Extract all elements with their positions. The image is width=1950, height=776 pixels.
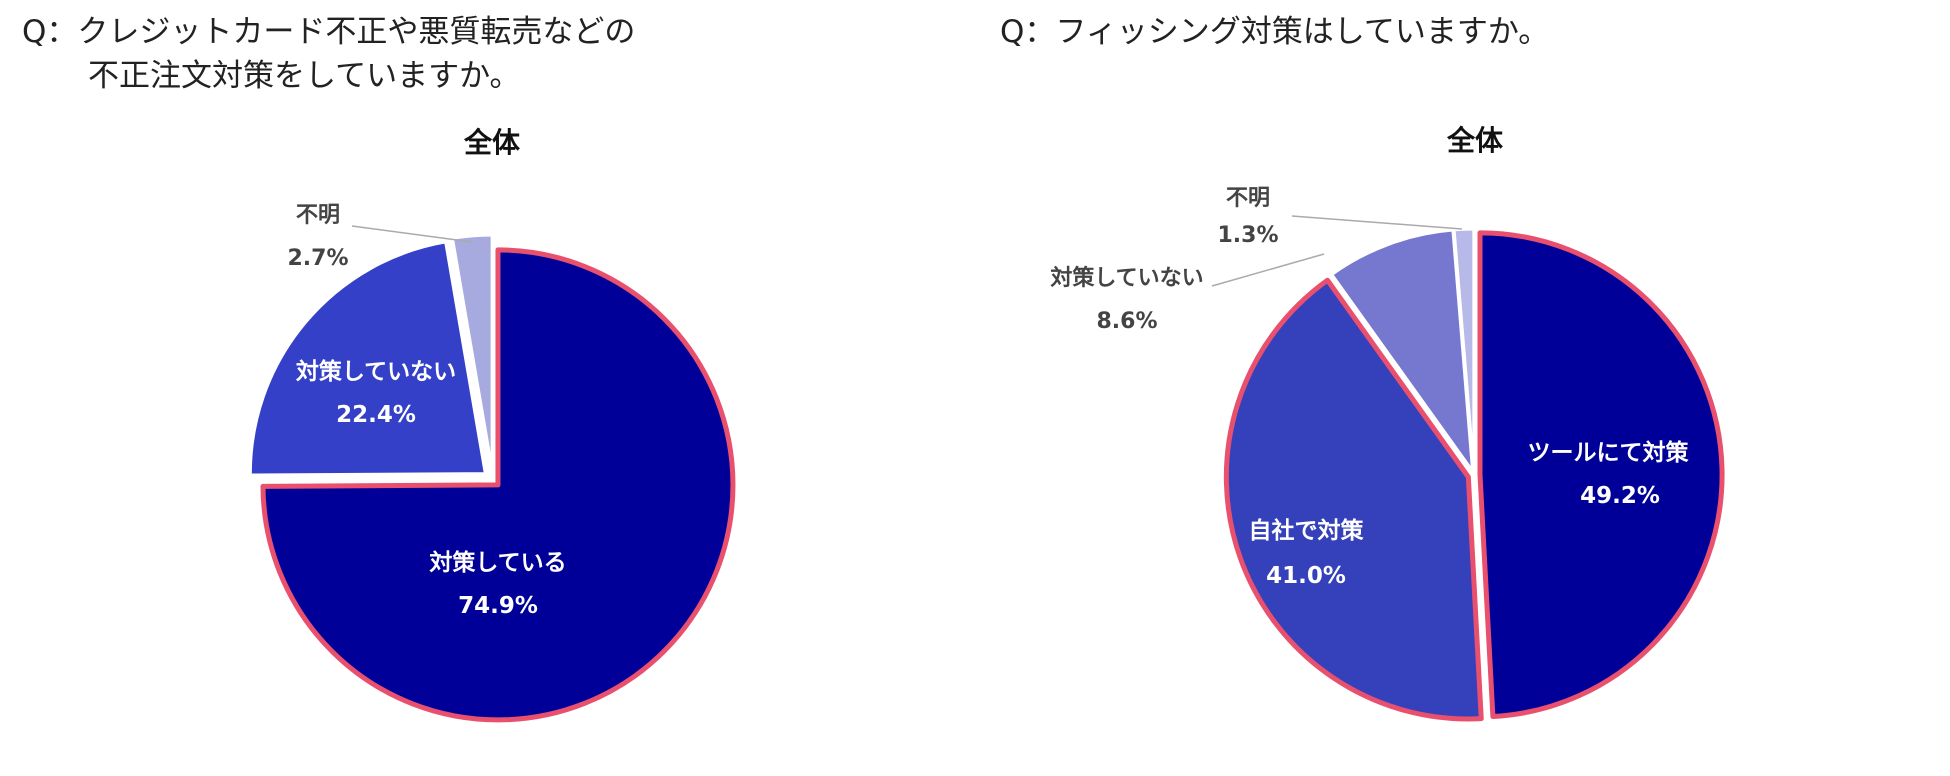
slice-label-c1-unknown: 不明 bbox=[296, 203, 340, 228]
leader-line-c1-unknown bbox=[351, 225, 473, 243]
slice-value-c1-no: 22.4% bbox=[336, 402, 416, 428]
pie-slice-c1-no bbox=[248, 240, 487, 477]
slice-value-c2-inhouse: 41.0% bbox=[1266, 563, 1346, 589]
slice-value-c1-unknown: 2.7% bbox=[287, 246, 348, 271]
slice-value-c2-unknown: 1.3% bbox=[1217, 223, 1278, 248]
pie-slice-c2-unknown bbox=[1452, 227, 1476, 473]
pie-slice-c2-tool bbox=[1477, 230, 1725, 719]
chart-2-phishing: 全体 ツールにて対策 49.2% 自社で対策 41.0% 対策していない 8.6… bbox=[1050, 124, 1725, 722]
slice-label-c1-no: 対策していない bbox=[296, 358, 456, 385]
slice-label-c2-inhouse: 自社で対策 bbox=[1249, 517, 1365, 544]
pie-slice-c1-unknown bbox=[450, 233, 494, 472]
slice-label-c1-yes: 対策している bbox=[429, 549, 566, 576]
leader-line-c2-none bbox=[1211, 253, 1325, 287]
chart-1-title: 全体 bbox=[463, 126, 521, 159]
slice-value-c2-tool: 49.2% bbox=[1580, 483, 1660, 509]
slice-value-c1-yes: 74.9% bbox=[458, 593, 538, 619]
chart-2-slices bbox=[1223, 227, 1725, 722]
chart-2-labels: ツールにて対策 49.2% 自社で対策 41.0% 対策していない 8.6% 不… bbox=[1050, 186, 1689, 589]
question-2-line-1: Q：フィッシング対策はしていますか。 bbox=[1000, 14, 1550, 50]
slice-label-c2-unknown: 不明 bbox=[1226, 186, 1270, 211]
slice-label-c2-tool: ツールにて対策 bbox=[1528, 439, 1690, 466]
slice-value-c2-none: 8.6% bbox=[1096, 309, 1157, 334]
pie-slice-c1-yes bbox=[260, 247, 736, 723]
question-1-line-1: Q：クレジットカード不正や悪質転売などの bbox=[22, 14, 636, 50]
pie-slice-c2-none bbox=[1330, 228, 1475, 473]
slice-label-c2-none: 対策していない bbox=[1050, 265, 1203, 291]
chart-1-fraud-order: 全体 対策している 74.9% 対策していない 22.4% 不明 2.7% bbox=[248, 126, 736, 723]
chart-1-slices bbox=[248, 233, 736, 723]
chart-1-labels: 対策している 74.9% 対策していない 22.4% 不明 2.7% bbox=[287, 203, 566, 619]
pie-slice-c2-inhouse bbox=[1223, 277, 1484, 722]
leader-line-c2-unknown bbox=[1291, 215, 1463, 230]
question-1-line-2: 不正注文対策をしていますか。 bbox=[88, 58, 521, 94]
chart-2-title: 全体 bbox=[1446, 124, 1504, 157]
